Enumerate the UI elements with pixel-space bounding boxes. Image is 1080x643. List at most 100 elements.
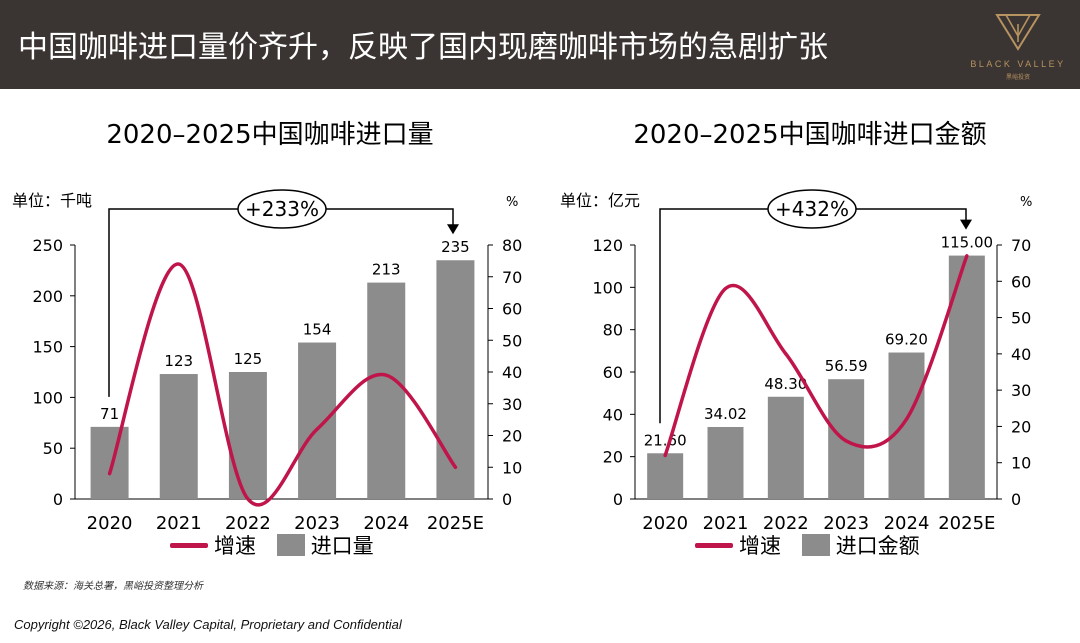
y-tick-label-right: 20: [1011, 417, 1031, 436]
y-tick-label-right: 40: [1011, 345, 1031, 364]
y-tick-label-left: 20: [603, 448, 623, 467]
legend-bar-label: 进口金额: [835, 534, 920, 558]
x-tick-label: 2022: [763, 513, 809, 534]
y-tick-label-right: 30: [502, 395, 522, 414]
y-tick-label-right: 70: [502, 268, 522, 287]
x-tick-label: 2021: [156, 513, 202, 534]
brand-logo: BLACK VALLEY 黑峪投资: [962, 12, 1074, 84]
bar-value-label: 235: [441, 238, 470, 256]
y-tick-label-right: 10: [1011, 454, 1031, 473]
bar-value-label: 123: [164, 352, 193, 370]
y-tick-label-left: 250: [32, 236, 63, 255]
chart-import-value: 2020–2025中国咖啡进口金额 单位：亿元% 0 20 40 60 80 100 120 0 1…: [540, 95, 1080, 575]
growth-rate-point-2024: [904, 417, 909, 421]
x-tick-label: 2020: [87, 513, 133, 534]
legend-line-label: 增速: [739, 534, 781, 558]
y-tick-label-left: 0: [613, 490, 623, 509]
growth-rate-point-2023: [315, 427, 319, 431]
bar-value-label: 71: [100, 405, 119, 423]
legend-line-label: 增速: [214, 534, 256, 558]
annotation-oval: [767, 189, 857, 229]
chart-title: 2020–2025中国咖啡进口量: [106, 120, 433, 150]
data-source-note: 数据来源：海关总署，黑峪投资整理分析: [23, 581, 203, 592]
unit-label-right: %: [506, 195, 518, 210]
bar-value-label: 48.30: [764, 375, 807, 393]
y-tick-label-right: 70: [1011, 236, 1031, 255]
chart-import-volume: 2020–2025中国咖啡进口量 单位：千吨% 0 50 100 150 200 250 0 10…: [0, 95, 540, 575]
bracket-arrowhead-icon: [447, 224, 459, 235]
growth-rate-point-2022: [246, 497, 250, 501]
x-tick-label: 2024: [884, 513, 930, 534]
logo-name: BLACK VALLEY: [970, 59, 1066, 69]
x-tick-label: 2023: [823, 513, 869, 534]
legend-bar-swatch: [801, 534, 830, 556]
header-bar: 中国咖啡进口量价齐升，反映了国内现磨咖啡市场的急剧扩张 BLACK VALLEY…: [0, 0, 1080, 89]
growth-rate-point-2021: [177, 262, 181, 266]
x-tick-label: 2025E: [427, 513, 484, 534]
growth-rate-point-2024: [384, 373, 388, 377]
y-tick-label-right: 30: [1011, 381, 1031, 400]
bar-2024: [888, 352, 925, 499]
bracket-arrowhead-icon: [960, 219, 972, 230]
y-tick-label-left: 0: [53, 490, 63, 509]
y-tick-label-right: 60: [502, 300, 522, 319]
bar-2020: [90, 426, 129, 499]
legend-line-swatch: [170, 542, 208, 548]
y-tick-label-right: 40: [502, 363, 522, 382]
legend-value: 增速 进口金额: [695, 530, 934, 558]
y-tick-label-left: 120: [592, 236, 623, 255]
y-tick-label-left: 40: [603, 405, 623, 424]
y-tick-label-left: 100: [32, 388, 63, 407]
bar-2023: [298, 342, 337, 499]
y-tick-label-right: 20: [502, 427, 522, 446]
bar-value-label: 21.60: [644, 431, 687, 449]
y-tick-label-right: 60: [1011, 272, 1031, 291]
bar-value-label: 125: [234, 350, 263, 368]
bar-value-label: 115.00: [941, 234, 994, 252]
y-tick-label-left: 200: [32, 287, 63, 306]
y-tick-label-right: 0: [502, 490, 512, 509]
bar-2021: [707, 426, 744, 499]
bar-2025E: [436, 260, 475, 499]
logo-subtitle: 黑峪投资: [1005, 74, 1030, 81]
y-tick-label-left: 80: [603, 321, 623, 340]
legend-bar-swatch: [276, 534, 305, 556]
growth-rate-point-2025E: [453, 465, 458, 469]
growth-rate-point-2020: [663, 453, 667, 458]
x-tick-label: 2022: [225, 513, 271, 534]
growth-rate-point-2020: [107, 472, 112, 476]
x-tick-label: 2025E: [938, 513, 995, 534]
x-tick-label: 2023: [294, 513, 340, 534]
y-tick-label-right: 10: [502, 458, 522, 477]
y-tick-label-right: 0: [1011, 490, 1021, 509]
bar-value-label: 154: [303, 321, 332, 339]
bar-2022: [767, 396, 804, 499]
bar-2021: [159, 374, 198, 499]
copyright-notice: Copyright ©2026, Black Valley Capital, P…: [14, 617, 402, 632]
unit-label-left: 单位：亿元: [560, 191, 640, 210]
unit-label-left: 单位：千吨: [12, 191, 92, 210]
growth-rate-point-2025E: [965, 254, 969, 258]
bar-2022: [228, 372, 267, 499]
legend-line-swatch: [695, 542, 733, 548]
chart-title: 2020–2025中国咖啡进口金额: [633, 120, 986, 150]
y-tick-label-right: 50: [1011, 309, 1031, 328]
bar-2024: [367, 282, 406, 499]
annotation-text: +233%: [245, 197, 319, 221]
bar-value-label: 69.20: [885, 331, 928, 349]
y-tick-label-left: 100: [592, 278, 623, 297]
legend-bar-label: 进口量: [310, 534, 374, 558]
y-tick-label-left: 60: [603, 363, 623, 382]
y-tick-label-left: 150: [32, 338, 63, 357]
logo-mark-icon: [995, 14, 1041, 51]
growth-rate-line: [663, 254, 969, 458]
page-title: 中国咖啡进口量价齐升，反映了国内现磨咖啡市场的急剧扩张: [18, 30, 828, 65]
growth-rate-point-2022: [784, 352, 788, 356]
growth-rate-point-2021: [723, 286, 728, 291]
legend-volume: 增速 进口量: [170, 530, 388, 558]
annotation-text: +432%: [775, 197, 849, 221]
annotation-oval: [237, 189, 327, 229]
bar-value-label: 213: [372, 261, 401, 279]
